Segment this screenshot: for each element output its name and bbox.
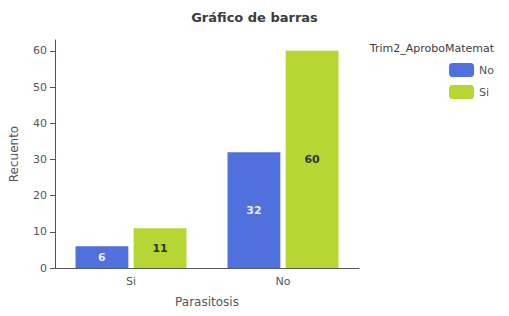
- svg-text:6: 6: [98, 251, 106, 264]
- svg-text:10: 10: [33, 225, 47, 238]
- svg-text:Si: Si: [479, 86, 489, 99]
- svg-text:No: No: [276, 275, 291, 288]
- svg-text:50: 50: [33, 81, 47, 94]
- svg-text:Parasitosis: Parasitosis: [175, 295, 239, 309]
- svg-text:0: 0: [40, 262, 47, 275]
- svg-text:No: No: [479, 64, 494, 77]
- svg-text:Gráfico de barras: Gráfico de barras: [191, 10, 318, 25]
- svg-text:11: 11: [152, 242, 167, 255]
- svg-text:32: 32: [246, 204, 261, 217]
- svg-text:20: 20: [33, 189, 47, 202]
- svg-text:60: 60: [33, 44, 47, 57]
- svg-text:Trim2_AproboMatemat: Trim2_AproboMatemat: [369, 42, 495, 55]
- svg-text:40: 40: [33, 117, 47, 130]
- svg-text:Recuento: Recuento: [7, 126, 21, 182]
- svg-text:30: 30: [33, 153, 47, 166]
- svg-text:60: 60: [304, 153, 320, 166]
- svg-text:Si: Si: [126, 275, 136, 288]
